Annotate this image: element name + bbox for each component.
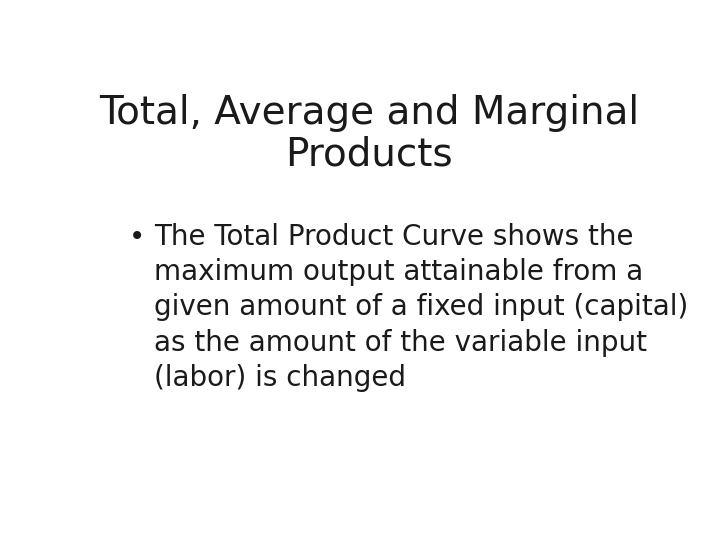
Text: as the amount of the variable input: as the amount of the variable input <box>154 329 647 357</box>
Text: •: • <box>129 223 145 251</box>
Text: Products: Products <box>285 136 453 173</box>
Text: (labor) is changed: (labor) is changed <box>154 364 406 392</box>
Text: Total, Average and Marginal: Total, Average and Marginal <box>99 94 639 132</box>
Text: maximum output attainable from a: maximum output attainable from a <box>154 258 644 286</box>
Text: The Total Product Curve shows the: The Total Product Curve shows the <box>154 223 634 251</box>
Text: given amount of a fixed input (capital): given amount of a fixed input (capital) <box>154 294 688 321</box>
